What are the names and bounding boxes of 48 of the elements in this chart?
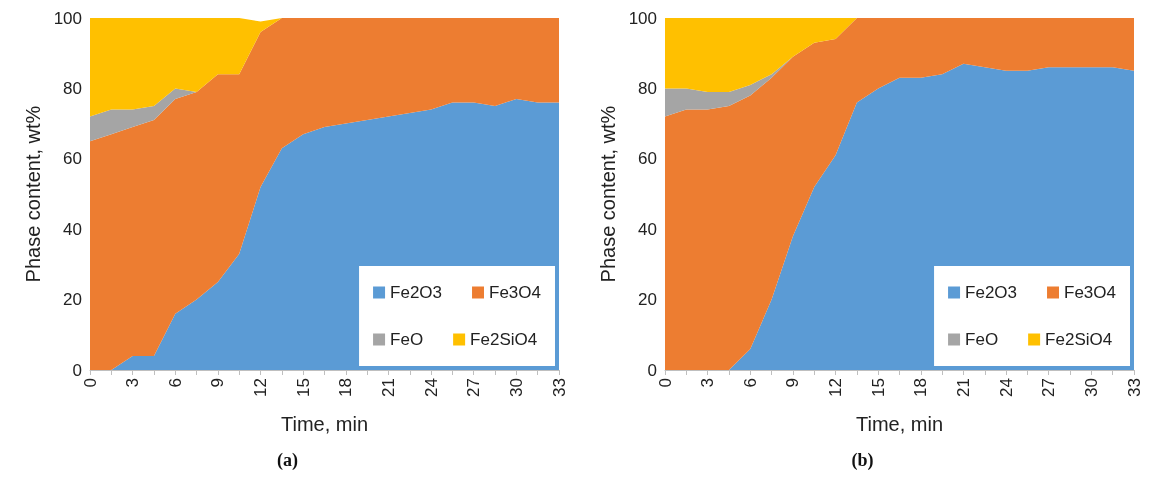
text: (a): [277, 450, 298, 471]
x-tick-label: 30: [1081, 378, 1101, 397]
x-tick-label: 9: [783, 378, 803, 388]
x-tick-label: 15: [293, 378, 313, 397]
x-tick-label: 6: [165, 378, 185, 388]
legend-label: Fe3O4: [1064, 283, 1117, 302]
x-axis-title: Time, min: [280, 413, 369, 435]
x-tick-label: 24: [996, 378, 1016, 397]
y-tick-label: 60: [63, 149, 82, 169]
x-tick-label: 30: [506, 378, 526, 397]
x-tick-label: 27: [464, 378, 484, 397]
x-tick-label: 33: [1124, 378, 1144, 397]
x-tick-label: 3: [698, 378, 718, 388]
legend-label: Fe2SiO4: [1045, 330, 1113, 349]
x-tick-label: 33: [549, 378, 569, 397]
x-tick-label: 18: [336, 378, 356, 397]
series-label: FeO: [965, 330, 999, 349]
x-tick-label: 12: [826, 378, 846, 397]
y-tick-label: 100: [53, 8, 82, 28]
y-tick-label: 20: [638, 290, 657, 310]
x-tick-label: 27: [1039, 378, 1059, 397]
y-tick-label: 80: [63, 78, 82, 98]
x-tick-label: 18: [911, 378, 931, 397]
y-tick-label: 80: [638, 78, 657, 98]
x-tick-label: 3: [123, 378, 143, 388]
x-tick-label: 21: [953, 378, 973, 397]
y-axis-title: Phase content, wt%: [596, 105, 619, 283]
series-label: Fe2O3: [965, 283, 1018, 302]
x-tick-label: 6: [740, 378, 760, 388]
x-tick-label: 15: [868, 378, 888, 397]
series-label: FeO: [390, 330, 424, 349]
series-label: Fe2O3: [390, 283, 443, 302]
x-tick-label: 0: [655, 378, 675, 388]
x-tick-label: 9: [208, 378, 228, 388]
x-axis-title: Time, min: [855, 413, 944, 435]
legend-label: Fe2SiO4: [470, 330, 538, 349]
y-tick-label: 40: [638, 219, 657, 239]
y-axis-title: Phase content, wt%: [21, 105, 44, 283]
x-tick-label: 21: [378, 378, 398, 397]
y-tick-label: 20: [63, 290, 82, 310]
legend-label: Fe3O4: [489, 283, 542, 302]
x-tick-label: 0: [80, 378, 100, 388]
x-tick-label: 24: [421, 378, 441, 397]
text: (b): [851, 450, 874, 471]
x-tick-label: 12: [251, 378, 271, 397]
y-tick-label: 60: [638, 149, 657, 169]
y-tick-label: 100: [628, 8, 657, 28]
y-tick-label: 40: [63, 219, 82, 239]
